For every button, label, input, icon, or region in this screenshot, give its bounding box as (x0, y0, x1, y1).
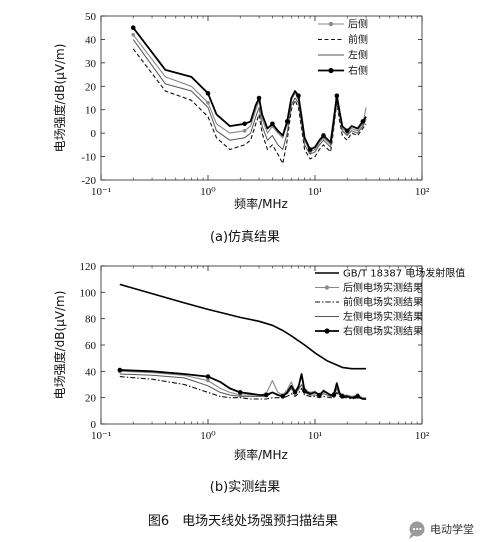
x-tick-label-a: 10² (415, 186, 430, 198)
legend-label-b-3: 左侧电场实测结果 (343, 310, 423, 323)
legend-marker-a-3 (328, 67, 334, 74)
watermark: 电动学堂 (409, 521, 474, 539)
x-axis-title-a: 频率/MHz (234, 196, 288, 211)
data-point-a-3 (284, 119, 290, 124)
x-axis-title-b: 频率/MHz (234, 447, 288, 462)
legend-item-b-2: 前侧电场实测结果 (315, 296, 423, 309)
data-point-b-1 (206, 378, 210, 383)
x-tick-label-a: 10⁻¹ (91, 186, 111, 198)
data-point-b-4 (117, 367, 123, 373)
data-point-b-4 (331, 392, 337, 398)
data-point-a-3 (334, 93, 340, 98)
y-tick-label-a: 10 (85, 105, 97, 117)
data-point-b-4 (237, 390, 243, 395)
x-tick-label-b: 10¹ (308, 430, 322, 442)
data-point-a-0 (242, 129, 247, 133)
y-tick-label-b: 0 (91, 419, 97, 431)
data-point-a-3 (242, 121, 247, 127)
series-a-1 (132, 48, 367, 165)
data-point-b-4 (205, 374, 211, 379)
series-b-2 (119, 376, 367, 400)
data-point-a-3 (205, 91, 211, 96)
data-point-b-4 (317, 392, 322, 398)
legend-item-a-3: 右侧 (318, 64, 368, 77)
y-axis-title-b: 电场强度/dB(μV/m) (52, 291, 67, 400)
series-line-b-2 (119, 376, 367, 400)
series-line-a-1 (132, 48, 367, 165)
y-tick-label-a: 40 (85, 34, 97, 46)
y-tick-label-b: 60 (85, 340, 97, 352)
data-point-a-3 (130, 25, 136, 31)
legend-item-b-0: GB/T 18387 电场发射限值 (315, 267, 465, 280)
series-line-a-3 (132, 27, 367, 151)
legend-item-a-1: 前侧 (318, 33, 368, 46)
series-b-0 (119, 283, 367, 370)
legend-label-a-3: 右侧 (348, 64, 368, 77)
y-tick-label-a: -10 (81, 152, 96, 164)
legend-label-a-0: 后侧 (348, 18, 368, 31)
legend-label-a-1: 前侧 (348, 33, 368, 46)
data-point-b-4 (263, 392, 269, 398)
chart-caption-a: (a)仿真结果 (210, 230, 280, 245)
data-point-b-4 (302, 388, 307, 394)
legend-marker-a-0 (328, 21, 334, 27)
legend-item-b-4: 右侧电场实测结果 (315, 325, 423, 338)
legend-label-b-2: 前侧电场实测结果 (343, 296, 423, 309)
y-tick-label-b: 100 (80, 287, 97, 299)
data-point-a-3 (296, 93, 301, 98)
series-line-b-0 (119, 283, 367, 370)
legend-item-a-0: 后侧 (318, 18, 368, 31)
chat-bubble-icon (409, 521, 425, 539)
legend-b: GB/T 18387 电场发射限值后侧电场实测结果前侧电场实测结果左侧电场实测结… (315, 267, 465, 338)
y-tick-label-a: 50 (85, 11, 97, 23)
chart-simulation: -20 -10 0 10 20 30 40 50 10⁻¹ 10⁰ 10¹ 10² 频率/MHz 电场… (52, 11, 430, 245)
legend-marker-b-1 (324, 285, 330, 290)
y-tick-label-b: 20 (85, 393, 97, 405)
data-point-b-4 (280, 394, 286, 399)
data-point-b-4 (340, 394, 345, 399)
y-tick-label-a: 30 (85, 58, 97, 70)
legend-item-a-2: 左侧 (318, 49, 368, 62)
y-tick-label-b: 120 (80, 261, 97, 273)
legend-label-b-0: GB/T 18387 电场发射限值 (343, 267, 465, 280)
legend-marker-b-4 (324, 328, 330, 334)
x-tick-label-b: 10⁰ (200, 430, 216, 442)
y-tick-label-b: 40 (85, 366, 97, 378)
y-tick-label-b: 80 (85, 314, 97, 326)
figure-caption: 图6 电场天线处场强预扫描结果 (148, 514, 338, 529)
x-tick-label-b: 10² (415, 430, 430, 442)
data-point-a-3 (256, 95, 262, 101)
data-point-b-4 (355, 394, 360, 399)
x-tick-label-a: 10¹ (308, 186, 322, 198)
series-b-4 (117, 367, 367, 400)
data-point-a-0 (206, 100, 210, 105)
series-a-3 (130, 25, 367, 152)
x-tick-label-b: 10⁻¹ (91, 430, 111, 442)
data-point-a-3 (307, 147, 313, 152)
y-tick-label-a: 20 (85, 81, 97, 93)
y-tick-label-a: 0 (91, 128, 97, 140)
legend-label-b-1: 后侧电场实测结果 (343, 281, 423, 294)
plot-frame-a (100, 15, 423, 181)
data-point-a-3 (344, 128, 350, 134)
y-axis-title-a: 电场强度/dB(μV/m) (52, 44, 67, 153)
legend-label-a-2: 左侧 (348, 49, 368, 62)
chart-caption-b: (b)实测结果 (210, 480, 280, 495)
data-point-b-4 (292, 390, 298, 395)
x-tick-label-a: 10⁰ (200, 186, 216, 198)
data-point-a-3 (360, 119, 366, 124)
legend-item-b-3: 左侧电场实测结果 (315, 310, 423, 323)
data-point-a-3 (270, 121, 275, 127)
data-point-a-3 (321, 133, 326, 138)
y-tick-label-a: -20 (81, 175, 96, 187)
chart-measured: 0 20 40 60 80 100 120 10⁻¹ 10⁰ 10¹ 10² 频率/MHz 电场强度… (52, 261, 465, 495)
watermark-text: 电动学堂 (430, 522, 474, 536)
legend-item-b-1: 后侧电场实测结果 (315, 281, 423, 294)
legend-label-b-4: 右侧电场实测结果 (343, 325, 423, 338)
data-point-a-0 (131, 32, 136, 37)
